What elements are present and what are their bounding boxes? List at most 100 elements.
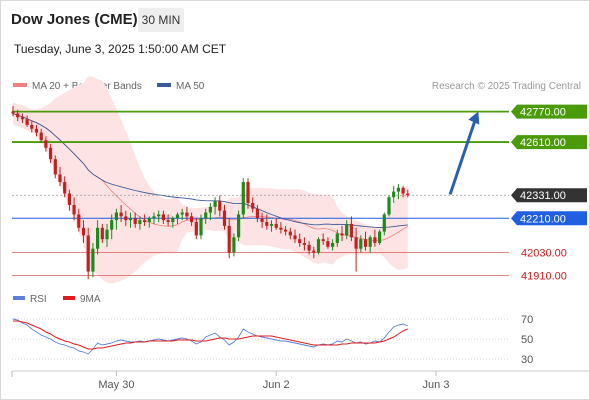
candle	[110, 214, 114, 240]
candle	[316, 237, 321, 255]
candle	[143, 214, 147, 226]
candle-body	[302, 243, 306, 245]
candle	[382, 212, 386, 236]
candle	[199, 214, 203, 240]
candle	[237, 210, 241, 242]
candle-body	[39, 132, 43, 141]
candle	[30, 121, 34, 133]
candle	[190, 212, 194, 226]
candle	[302, 237, 306, 251]
candle-body	[227, 225, 231, 253]
candle	[321, 233, 325, 245]
candle-body	[373, 237, 377, 244]
candle-body	[53, 159, 57, 175]
candle	[72, 197, 76, 221]
candle	[16, 109, 20, 122]
ma20-swatch	[13, 83, 27, 88]
candle	[58, 166, 62, 186]
candle-body	[190, 216, 194, 223]
candle	[49, 143, 53, 164]
candle	[53, 155, 57, 179]
candle-body	[34, 128, 39, 133]
forecast-arrow-shaft	[448, 119, 477, 195]
ma50-line	[12, 113, 408, 228]
candle-body	[232, 237, 236, 253]
candle	[359, 235, 363, 253]
candle	[293, 229, 297, 244]
chart-datetime: Tuesday, June 3, 2025 1:50:00 AM CET	[14, 42, 227, 56]
candle-body	[119, 212, 123, 217]
candle	[128, 212, 133, 228]
level-tag-pivot	[511, 211, 587, 226]
candle-body	[105, 229, 109, 240]
candle-body	[396, 187, 400, 192]
candle	[77, 208, 81, 232]
candle-body	[114, 212, 118, 221]
x-tick-label: Jun 3	[423, 379, 450, 391]
rsi-line	[12, 318, 408, 355]
candle-body	[241, 182, 245, 215]
candle	[175, 212, 180, 224]
candle-body	[316, 239, 321, 253]
candle	[279, 222, 283, 234]
x-tick-label: Jun 2	[263, 379, 290, 391]
rsi-swatch	[13, 296, 25, 301]
candle	[406, 189, 410, 198]
candle-body	[20, 117, 24, 120]
candle-body	[86, 235, 90, 272]
candle	[307, 241, 311, 255]
candle	[392, 185, 396, 204]
candle	[67, 189, 71, 211]
candle	[147, 216, 151, 228]
candle-body	[340, 233, 344, 236]
candle	[312, 246, 316, 259]
candle-body	[128, 218, 133, 221]
candle	[185, 206, 189, 221]
level-tag-resistance	[511, 104, 587, 119]
candle-body	[265, 222, 269, 226]
candle	[298, 233, 302, 247]
candle-body	[49, 147, 53, 160]
candle-body	[246, 182, 250, 204]
timeframe-button[interactable]: 30 MIN	[138, 8, 184, 32]
candle-body	[171, 218, 175, 223]
candle-body	[387, 197, 391, 215]
candle-body	[194, 222, 198, 236]
instrument-title: Dow Jones (CME)	[11, 11, 138, 28]
forecast-arrow-head	[468, 111, 480, 125]
candle	[100, 223, 104, 244]
candle	[227, 218, 231, 259]
candle-body	[208, 206, 212, 213]
level-label-current: 42331.00	[520, 190, 566, 202]
candle-body	[269, 223, 274, 226]
candle	[354, 227, 358, 272]
candle-body	[331, 243, 335, 247]
candle-body	[274, 223, 278, 228]
candle-body	[368, 237, 372, 247]
candle	[396, 183, 400, 200]
candle	[274, 218, 278, 230]
candle-body	[161, 214, 165, 221]
candle-body	[110, 220, 114, 230]
candle	[368, 235, 372, 253]
candle-body	[326, 241, 330, 247]
candle-body	[260, 218, 264, 223]
candle	[241, 178, 245, 219]
candle-body	[157, 214, 161, 217]
candle	[119, 204, 123, 223]
candle	[345, 220, 349, 240]
candle-body	[100, 227, 104, 240]
candle	[91, 243, 95, 278]
candle-body	[138, 220, 142, 224]
candle	[401, 185, 405, 198]
candle-body	[11, 111, 15, 114]
candle-body	[147, 218, 151, 223]
candle	[171, 216, 175, 228]
header-bar: Dow Jones (CME) 30 MIN	[1, 1, 589, 37]
level-tag-resistance	[511, 135, 587, 150]
ma9-line	[13, 320, 408, 350]
legend-ma9: 9MA	[63, 294, 101, 305]
candle-body	[321, 239, 325, 242]
candle-body	[175, 214, 180, 219]
